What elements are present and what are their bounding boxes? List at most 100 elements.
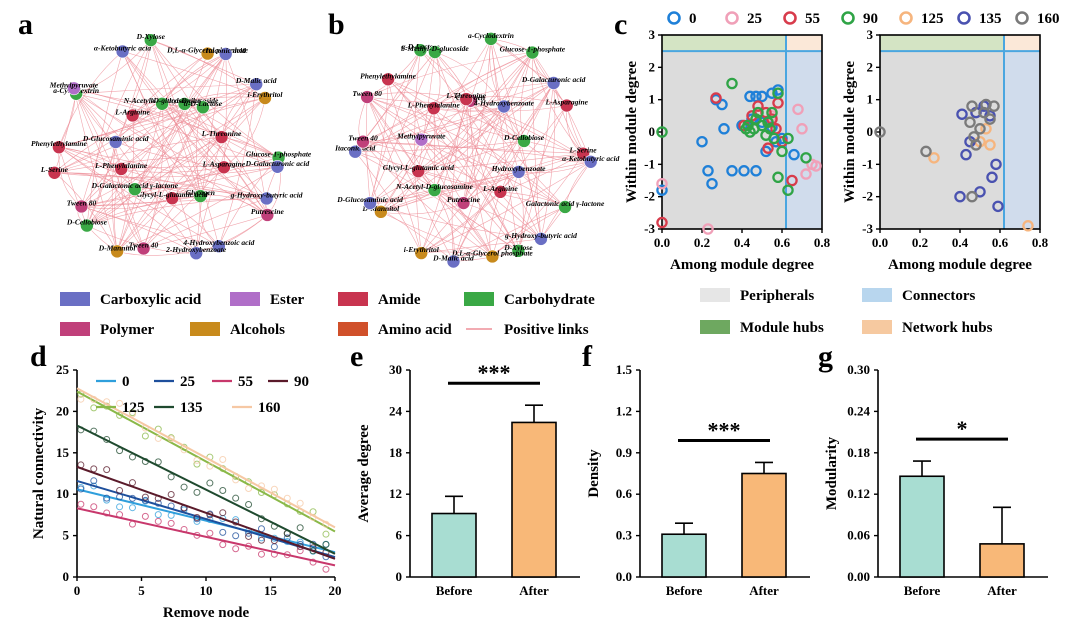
panel-label-d: d [30,340,47,373]
positive-link [58,83,257,148]
density-chart: 1.5 1.2 0.9 0.6 0.3 0.0 Density Before After *** [586,362,810,598]
zone-legend-swatch [862,288,892,302]
x-tick-label: 0.8 [814,235,831,250]
positive-link [54,155,279,174]
network-node-label: D,L-α-Glycerol phosphate [166,46,248,55]
y-tick-label: 0.00 [847,569,870,584]
positive-link [421,238,542,254]
scatter-point [726,165,738,177]
positive-link [355,52,533,152]
network-node-label: L-Serine [40,165,69,174]
network-node-label: Glycogen [186,188,215,197]
bar [431,512,477,578]
positive-link [116,53,226,252]
network-node-label: α-D-Lactose [401,42,440,51]
network-node [413,43,428,57]
network-node [426,101,441,116]
positive-link [76,83,257,95]
data-point [103,494,111,502]
positive-link [86,40,152,226]
legend-label: Carbohydrate [504,292,595,308]
scatter-point [874,126,886,138]
network-node-label: 4-Hydroxybenzoate [473,99,535,108]
network-node-label: Glycyl-L-glutamic acid [137,190,208,199]
network-node-label: Phenylethylamine [31,139,88,148]
network-node-label: Itaconic acid [205,46,246,55]
data-point [90,465,98,473]
panel-label-f: f [582,340,593,373]
positive-link [143,214,268,249]
network-node-label: D-Xylose [503,243,533,252]
bar [899,475,945,578]
data-point [116,487,124,495]
network-node-label: Glucose-1-phosphate [246,150,312,159]
scatter-point [792,103,804,116]
scatter-point [810,160,822,172]
data-point [141,432,149,440]
positive-link [418,51,436,172]
network-node [497,99,511,114]
data-point [270,543,278,551]
positive-link [434,51,505,107]
legend-label: Amino acid [378,322,452,338]
data-point [257,550,265,558]
data-point [154,511,162,519]
positive-link [54,166,278,178]
data-point [167,519,175,527]
positive-link [121,166,278,170]
scatter-point [776,145,788,158]
y-tick-label: 0.12 [847,486,870,501]
y-tick-label: 6 [396,528,403,543]
x-tick-label: 0.2 [694,235,710,250]
network-node [259,191,274,206]
network-node-label: Methylpyruvate [396,132,446,141]
data-point [193,488,201,496]
data-point [232,532,240,540]
data-point [206,529,214,537]
positive-link [218,84,257,247]
network-node [546,76,561,90]
zone-legend-swatch [700,320,730,334]
network-node [414,246,429,260]
scatter-point [762,116,774,129]
scatter-point [764,123,776,135]
positive-link [421,82,554,140]
scatter-point [990,158,1002,171]
network-node-label: L-Threonine [445,91,486,100]
network-node-label: Hydroxybenzoate [491,164,546,173]
positive-link [434,52,533,191]
y-axis-title: Within module degree [624,61,640,203]
positive-link [492,206,566,257]
network-node-label: Methylpyruvate [49,80,99,89]
data-point [322,541,330,549]
positive-link [434,38,492,191]
data-point [116,399,124,407]
network-node [517,134,531,148]
scatter-point [986,171,998,184]
y-tick-label: 0.18 [847,445,870,460]
network-node-label: i-Erythritol [247,90,283,99]
y-axis-title: Modularity [824,436,840,510]
network-node-label: b-Methyl-D-glucoside [401,44,469,53]
network-node [485,249,500,264]
x-tick-label: 0.8 [1032,235,1049,250]
network-node-label: α-Ketobutyric acid [94,43,152,52]
network-node [177,97,192,111]
y-tick-label: 1 [867,92,874,107]
data-point [232,476,240,484]
data-point [232,545,240,553]
network-node [411,164,426,178]
network-node [115,44,130,59]
positive-link [418,140,525,172]
network-node [348,144,362,159]
positive-link [121,168,267,199]
scatter-point [954,190,966,203]
data-point [296,499,304,507]
positive-link [58,146,136,190]
positive-link [490,38,567,106]
y-tick-label: 20 [56,403,69,418]
x-tick-label: 0 [74,583,81,598]
y-tick-label: 0.24 [847,403,870,418]
series-legend-label: 0 [689,11,697,27]
y-tick-label: 2 [649,59,656,74]
